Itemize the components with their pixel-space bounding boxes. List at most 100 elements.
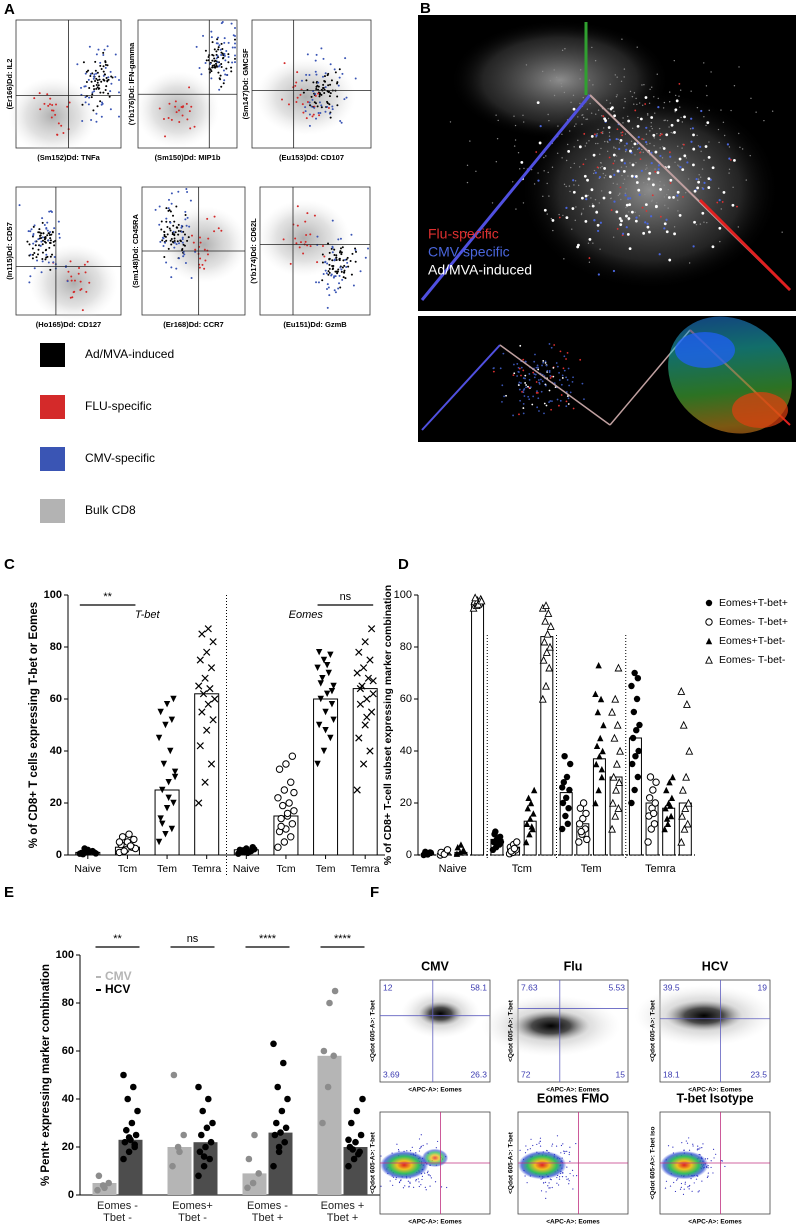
cell-dot — [207, 237, 210, 240]
cell-dot — [312, 81, 315, 84]
cell-dot — [573, 125, 576, 127]
group-label: T-bet — [135, 609, 161, 621]
cell-dot — [341, 246, 344, 249]
pc-axis — [499, 344, 611, 426]
cell-dot — [99, 91, 102, 94]
cell-dot — [225, 49, 228, 52]
cell-dot — [344, 277, 347, 280]
cell-dot — [599, 167, 602, 169]
cell-dot — [220, 65, 223, 68]
cell-dot — [501, 400, 503, 403]
cell-dot — [114, 53, 117, 56]
data-point — [277, 814, 285, 823]
data-point — [369, 690, 377, 698]
cell-dot — [182, 105, 185, 108]
cell-dot — [92, 84, 95, 87]
cell-dot — [176, 240, 179, 243]
cell-dot — [570, 101, 572, 104]
legend-label: Eomes- T-bet+ — [719, 616, 788, 628]
data-point — [649, 809, 658, 818]
cell-dot — [154, 208, 157, 211]
event-dot — [681, 1142, 683, 1144]
cell-dot — [603, 127, 605, 129]
cell-dot — [280, 98, 283, 101]
cell-dot — [620, 198, 622, 201]
event-dot — [525, 1145, 527, 1147]
data-point — [651, 799, 659, 807]
legend-marker — [705, 599, 713, 607]
cell-dot — [631, 127, 634, 130]
cell-dot — [160, 228, 163, 231]
cell-dot — [679, 166, 682, 169]
cell-dot — [673, 131, 676, 134]
data-point — [646, 773, 655, 781]
cell-dot — [683, 143, 685, 146]
event-dot — [380, 1155, 382, 1157]
data-point — [206, 684, 214, 693]
cell-dot — [572, 407, 575, 410]
cell-dot — [522, 412, 525, 415]
y-tick-label: 20 — [400, 797, 412, 809]
event-dot — [557, 1184, 560, 1186]
y-tick-label: 100 — [56, 949, 74, 961]
data-point — [496, 833, 504, 840]
cell-dot — [324, 80, 327, 83]
event-dot — [426, 1172, 429, 1174]
quadrant-percent: 3.69 — [383, 1069, 400, 1079]
cell-dot — [177, 233, 180, 236]
cell-dot — [188, 86, 191, 89]
event-dot — [529, 1148, 531, 1150]
cell-dot — [220, 229, 223, 232]
cell-dot — [37, 238, 40, 241]
cell-dot — [533, 360, 536, 363]
cell-dot — [41, 236, 44, 239]
cell-dot — [550, 408, 553, 411]
cell-dot — [620, 80, 623, 82]
cell-dot — [653, 96, 655, 98]
quadrant-percent: 5.53 — [608, 982, 625, 992]
cell-dot — [201, 263, 204, 266]
event-dot — [697, 1145, 699, 1147]
cell-dot — [327, 84, 330, 87]
cell-dot — [302, 111, 305, 114]
event-dot — [667, 1145, 670, 1147]
cell-dot — [178, 257, 181, 260]
cell-dot — [596, 229, 600, 233]
cell-dot — [646, 225, 650, 229]
cell-dot — [345, 96, 348, 99]
cell-dot — [87, 69, 90, 72]
cell-dot — [541, 70, 544, 73]
cell-dot — [537, 366, 539, 369]
cell-dot — [608, 131, 611, 134]
cell-dot — [52, 109, 55, 112]
cell-dot — [107, 92, 110, 95]
cell-dot — [548, 371, 551, 374]
cell-dot — [681, 121, 684, 123]
cell-dot — [543, 208, 547, 212]
cell-dot — [594, 171, 597, 174]
cell-dot — [29, 253, 32, 256]
cell-dot — [571, 381, 574, 383]
data-point — [324, 1083, 332, 1091]
cell-dot — [104, 73, 107, 76]
cell-dot — [340, 121, 343, 124]
cell-dot — [627, 217, 631, 220]
cell-dot — [588, 79, 591, 81]
group-label: Eomes — [289, 609, 324, 621]
cell-dot — [580, 213, 583, 216]
cell-dot — [35, 256, 38, 259]
cell-dot — [174, 100, 177, 103]
cell-dot — [184, 213, 187, 216]
cell-dot — [578, 145, 582, 149]
population-label: Ad/MVA-induced — [428, 262, 532, 278]
cell-dot — [615, 155, 618, 157]
cell-dot — [221, 52, 224, 55]
cell-dot — [322, 83, 325, 86]
cell-dot — [218, 88, 221, 91]
cell-dot — [708, 109, 710, 112]
cell-dot — [582, 96, 584, 99]
data-point — [611, 694, 620, 703]
bulk-cloud — [257, 199, 351, 277]
y-tick-label: 80 — [400, 641, 412, 653]
bulk-cloud — [255, 58, 356, 136]
